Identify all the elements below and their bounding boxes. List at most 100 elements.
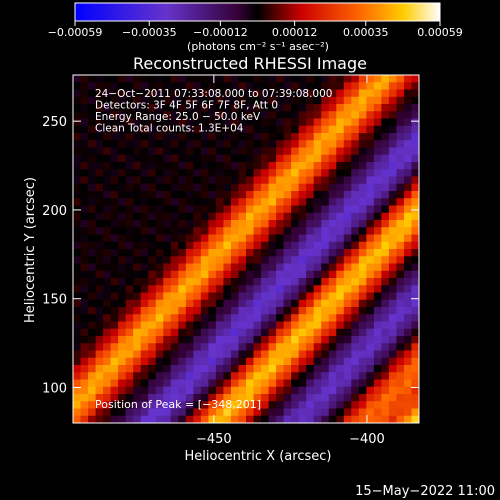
heatmap-cell xyxy=(88,162,97,170)
heatmap-cell xyxy=(313,227,322,236)
heatmap-cell xyxy=(133,314,142,323)
heatmap-cell xyxy=(358,169,367,178)
heatmap-cell xyxy=(230,401,240,410)
heatmap-cell xyxy=(298,154,307,163)
heatmap-cell xyxy=(155,227,164,236)
heatmap-cell xyxy=(366,314,375,323)
heatmap-cell xyxy=(381,328,390,337)
heatmap-cell xyxy=(110,307,119,315)
heatmap-cell xyxy=(208,133,217,141)
heatmap-cell xyxy=(230,169,240,178)
heatmap-cell xyxy=(373,357,382,366)
heatmap-cell xyxy=(246,401,255,410)
heatmap-cell xyxy=(185,394,194,402)
heatmap-cell xyxy=(328,125,337,134)
heatmap-cell xyxy=(155,241,164,250)
heatmap-cell xyxy=(246,183,255,192)
heatmap-cell xyxy=(103,278,112,286)
heatmap-cell xyxy=(163,198,172,207)
heatmap-cell xyxy=(118,125,127,134)
heatmap-cell xyxy=(268,408,277,417)
heatmap-cell xyxy=(396,278,405,286)
heatmap-cell xyxy=(291,336,300,344)
heatmap-cell xyxy=(381,270,390,279)
heatmap-cell xyxy=(268,154,277,163)
heatmap-cell xyxy=(185,278,194,286)
heatmap-cell xyxy=(396,140,405,149)
heatmap-cell xyxy=(163,133,172,141)
heatmap-cell xyxy=(373,212,382,221)
heatmap-cell xyxy=(336,336,345,344)
heatmap-cell xyxy=(261,205,270,214)
heatmap-cell xyxy=(291,191,300,199)
heatmap-cell xyxy=(246,270,255,279)
heatmap-cell xyxy=(140,394,149,402)
heatmap-cell xyxy=(133,256,142,265)
heatmap-cell xyxy=(208,176,217,185)
heatmap-cell xyxy=(358,379,367,388)
heatmap-cell xyxy=(261,350,270,359)
heatmap-cell xyxy=(118,75,127,83)
heatmap-cell xyxy=(178,220,187,228)
heatmap-cell xyxy=(403,343,413,352)
heatmap-cell xyxy=(208,256,217,265)
heatmap-cell xyxy=(403,176,413,185)
heatmap-cell xyxy=(103,285,112,294)
heatmap-cell xyxy=(268,379,277,388)
heatmap-cell xyxy=(306,307,315,315)
heatmap-cell xyxy=(155,140,164,149)
heatmap-cell xyxy=(246,212,255,221)
heatmap-cell xyxy=(388,401,398,410)
heatmap-cell xyxy=(95,169,104,178)
heatmap-cell xyxy=(73,220,82,228)
heatmap-cell xyxy=(328,299,337,308)
heatmap-cell xyxy=(396,314,405,323)
heatmap-cell xyxy=(246,198,255,207)
heatmap-cell xyxy=(291,394,300,402)
heatmap-cell xyxy=(185,270,194,279)
heatmap-cell xyxy=(140,292,149,301)
heatmap-cell xyxy=(336,299,345,308)
heatmap-cell xyxy=(215,263,225,272)
heatmap-cell xyxy=(276,299,285,308)
heatmap-cell xyxy=(306,183,315,192)
heatmap-cell xyxy=(80,227,89,236)
heatmap-cell xyxy=(298,147,307,156)
heatmap-cell xyxy=(381,336,390,344)
heatmap-cell xyxy=(193,379,202,388)
heatmap-cell xyxy=(388,386,398,395)
heatmap-cell xyxy=(88,357,97,366)
heatmap-cell xyxy=(253,227,262,236)
heatmap-cell xyxy=(298,205,307,214)
heatmap-cell xyxy=(118,299,127,308)
heatmap-cell xyxy=(178,75,187,83)
heatmap-cell xyxy=(411,133,419,141)
heatmap-cell xyxy=(358,328,367,337)
heatmap-cell xyxy=(336,169,345,178)
heatmap-cell xyxy=(73,278,82,286)
heatmap-cell xyxy=(328,154,337,163)
heatmap-cell xyxy=(118,408,127,417)
heatmap-cell xyxy=(230,198,240,207)
heatmap-cell xyxy=(321,220,330,228)
heatmap-cell xyxy=(298,270,307,279)
heatmap-cell xyxy=(155,133,164,141)
heatmap-cell xyxy=(411,227,419,236)
heatmap-cell xyxy=(381,285,390,294)
y-tick-label: 100 xyxy=(42,381,67,396)
heatmap-cell xyxy=(185,140,194,149)
heatmap-cell xyxy=(283,96,292,105)
heatmap-cell xyxy=(170,133,179,141)
heatmap-cell xyxy=(200,372,209,381)
heatmap-cell xyxy=(215,234,225,243)
heatmap-cell xyxy=(261,299,270,308)
heatmap-cell xyxy=(403,263,413,272)
heatmap-cell xyxy=(230,104,240,112)
heatmap-cell xyxy=(185,89,194,98)
heatmap-cell xyxy=(185,133,194,141)
heatmap-cell xyxy=(238,408,247,417)
heatmap-cell xyxy=(208,292,217,301)
heatmap-cell xyxy=(351,220,360,228)
heatmap-cell xyxy=(73,212,82,221)
heatmap-cell xyxy=(215,415,225,423)
